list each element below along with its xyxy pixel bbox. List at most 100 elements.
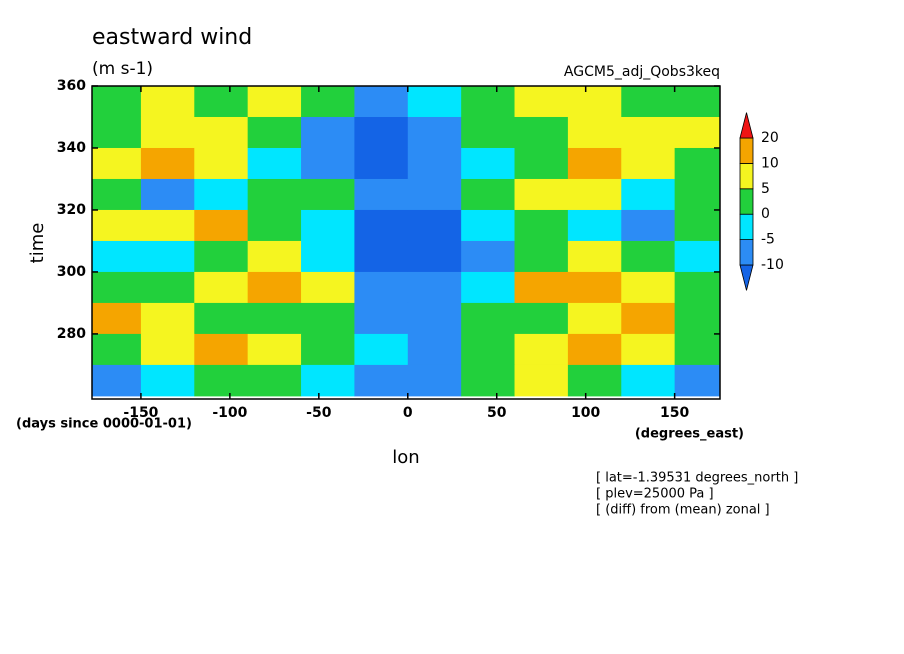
cell xyxy=(567,240,622,273)
cell xyxy=(247,209,302,242)
cell xyxy=(674,271,720,304)
cell xyxy=(674,209,720,242)
cell xyxy=(514,364,569,397)
cell xyxy=(674,302,720,335)
colorbar-label: -5 xyxy=(761,232,775,248)
chart-subtitle: (m s-1) xyxy=(92,59,153,79)
cell xyxy=(461,147,516,180)
cell xyxy=(92,333,142,366)
x-units: (degrees_east) xyxy=(635,427,744,442)
cell xyxy=(354,147,409,180)
cell xyxy=(407,209,462,242)
cell xyxy=(301,147,355,180)
cell xyxy=(354,271,409,304)
cell xyxy=(567,116,622,149)
cell xyxy=(674,178,720,211)
cell xyxy=(194,271,249,304)
cell xyxy=(247,116,302,149)
note: [ (diff) from (mean) zonal ] xyxy=(596,503,770,518)
colorbar-segment xyxy=(739,137,754,164)
cell xyxy=(461,86,516,118)
cell xyxy=(140,178,195,211)
cell xyxy=(92,147,142,180)
cell xyxy=(514,86,569,118)
cell xyxy=(194,240,249,273)
cell xyxy=(461,240,516,273)
cell xyxy=(194,333,249,366)
cell xyxy=(194,86,249,118)
cell xyxy=(621,271,676,304)
cell xyxy=(674,86,720,118)
cell xyxy=(674,333,720,366)
cell xyxy=(621,302,676,335)
cell xyxy=(567,271,622,304)
cell xyxy=(354,209,409,242)
cell xyxy=(514,271,569,304)
cell xyxy=(301,364,355,397)
cell xyxy=(301,86,355,118)
cell xyxy=(247,302,302,335)
cell xyxy=(514,116,569,149)
cell xyxy=(301,178,355,211)
cell xyxy=(140,86,195,118)
note: [ lat=-1.39531 degrees_north ] xyxy=(596,471,798,486)
x-tick-label: 50 xyxy=(487,405,507,421)
cell xyxy=(140,209,195,242)
cell xyxy=(407,364,462,397)
cell xyxy=(354,178,409,211)
cell xyxy=(354,302,409,335)
y-tick-label: 280 xyxy=(57,326,86,342)
cell xyxy=(514,302,569,335)
cell xyxy=(92,302,142,335)
cell xyxy=(567,178,622,211)
chart-title: eastward wind xyxy=(92,25,252,50)
cell xyxy=(407,302,462,335)
cell xyxy=(140,116,195,149)
cell xyxy=(567,302,622,335)
cell xyxy=(514,209,569,242)
colorbar-segment xyxy=(739,239,754,266)
x-tick-label: -50 xyxy=(306,405,332,421)
cell xyxy=(140,364,195,397)
cell xyxy=(567,147,622,180)
x-tick-label: -100 xyxy=(212,405,247,421)
cell xyxy=(621,147,676,180)
x-tick-label: 100 xyxy=(571,405,600,421)
cell xyxy=(567,364,622,397)
cell xyxy=(461,116,516,149)
cell xyxy=(354,86,409,118)
cell xyxy=(354,116,409,149)
cell xyxy=(92,364,142,397)
x-tick-label: -150 xyxy=(123,405,158,421)
cell xyxy=(194,116,249,149)
cell xyxy=(354,333,409,366)
cell xyxy=(567,209,622,242)
cell xyxy=(140,147,195,180)
cell xyxy=(301,333,355,366)
cell xyxy=(194,178,249,211)
plot-frame xyxy=(91,85,721,400)
note: [ plev=25000 Pa ] xyxy=(596,487,714,502)
cell xyxy=(301,240,355,273)
cell xyxy=(194,147,249,180)
y-units: (days since 0000-01-01) xyxy=(16,417,192,432)
cell xyxy=(621,364,676,397)
cell xyxy=(140,271,195,304)
cell xyxy=(461,271,516,304)
cell xyxy=(514,240,569,273)
run-label: AGCM5_adj_Qobs3keq xyxy=(564,64,720,80)
cell xyxy=(301,116,355,149)
colorbar-label: 10 xyxy=(761,155,779,171)
x-axis-label: lon xyxy=(392,447,419,468)
cell xyxy=(461,364,516,397)
cell xyxy=(461,302,516,335)
cell xyxy=(407,333,462,366)
cell xyxy=(461,178,516,211)
cell xyxy=(407,86,462,118)
colorbar-label: 5 xyxy=(761,181,770,197)
cell xyxy=(92,116,142,149)
y-tick-label: 320 xyxy=(57,202,86,218)
cell xyxy=(92,240,142,273)
x-tick-label: 150 xyxy=(660,405,689,421)
cell xyxy=(514,333,569,366)
